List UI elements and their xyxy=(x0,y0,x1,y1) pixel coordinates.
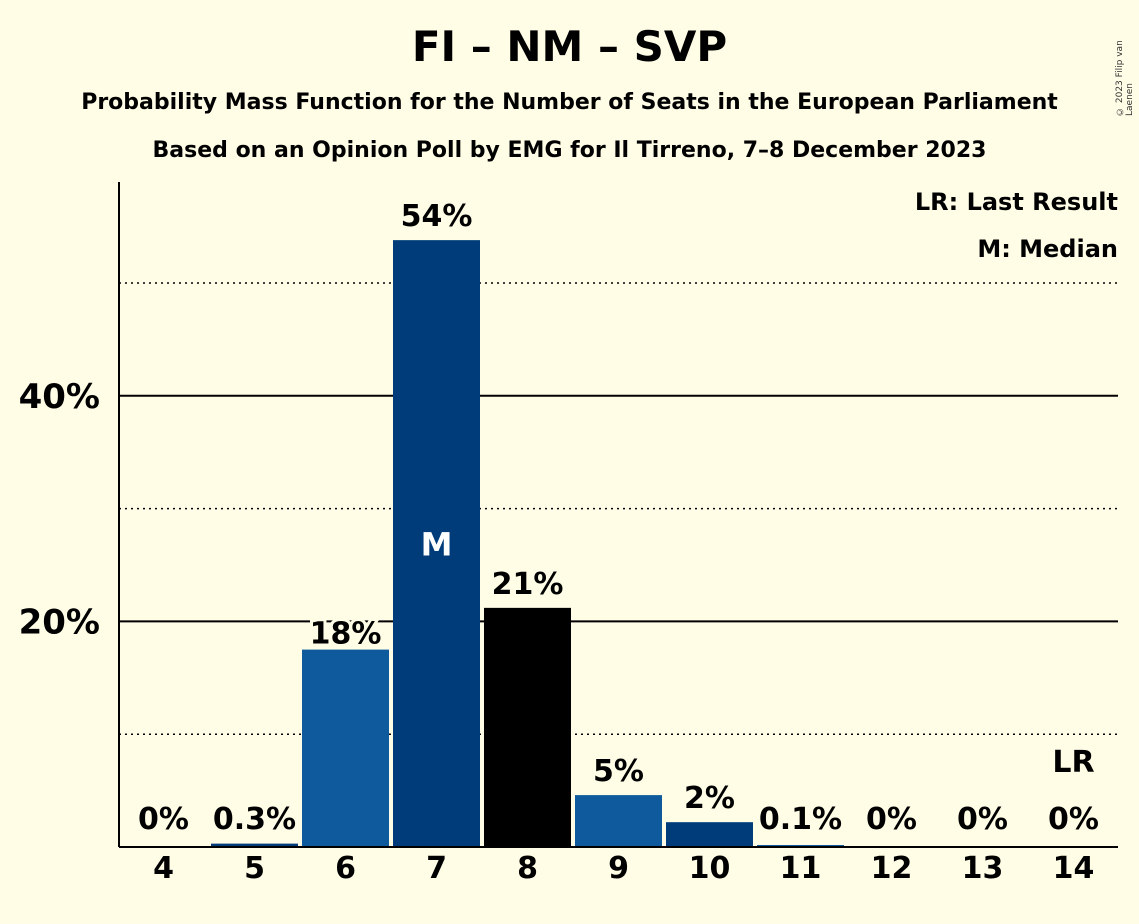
x-tick-label: 12 xyxy=(871,851,913,886)
y-tick-label: 40% xyxy=(19,377,100,417)
value-label: 2% xyxy=(684,781,735,816)
bar-6 xyxy=(302,649,389,847)
value-label: 0% xyxy=(138,802,189,837)
chart-title: FI – NM – SVP xyxy=(411,22,728,71)
axes: 20% 40% 4 5 6 7 8 9 10 11 12 13 14 xyxy=(19,182,1118,886)
x-tick-label: 6 xyxy=(335,851,356,886)
bar-7 xyxy=(393,240,480,848)
median-marker: M xyxy=(421,526,453,564)
value-labels: 0% 0.3% 18% 54% M 21% 5% 2% 0.1% 0% 0% 0% LR xyxy=(135,196,1102,840)
value-label: 0% xyxy=(1048,802,1099,837)
value-label: 21% xyxy=(492,567,564,602)
bars xyxy=(211,240,844,848)
x-tick-label: 9 xyxy=(608,851,629,886)
value-label: 54% xyxy=(401,199,473,234)
x-tick-label: 13 xyxy=(962,851,1004,886)
value-label: 0.3% xyxy=(213,802,296,837)
value-label: 0% xyxy=(866,802,917,837)
x-tick-label: 10 xyxy=(689,851,731,886)
gridlines xyxy=(119,282,1118,735)
legend-last-result: LR: Last Result xyxy=(915,188,1118,216)
bar-9 xyxy=(575,795,662,847)
x-tick-label: 14 xyxy=(1053,851,1095,886)
chart-source: Based on an Opinion Poll by EMG for Il T… xyxy=(152,138,987,163)
bar-8 xyxy=(484,607,571,847)
bar-5 xyxy=(211,843,298,847)
x-tick-label: 11 xyxy=(780,851,822,886)
value-label: 18% xyxy=(310,617,382,652)
x-tick-label: 4 xyxy=(153,851,174,886)
last-result-marker: LR xyxy=(1052,745,1094,780)
value-label: 0.1% xyxy=(759,802,842,837)
value-label: 0% xyxy=(957,802,1008,837)
x-tick-label: 5 xyxy=(244,851,265,886)
legend: LR: Last Result M: Median xyxy=(915,188,1118,263)
y-tick-label: 20% xyxy=(19,602,100,642)
value-label: 5% xyxy=(593,754,644,789)
legend-median: M: Median xyxy=(977,235,1118,263)
chart-subtitle: Probability Mass Function for the Number… xyxy=(81,90,1058,115)
x-tick-label: 7 xyxy=(426,851,447,886)
x-tick-label: 8 xyxy=(517,851,538,886)
bar-10 xyxy=(666,822,753,847)
